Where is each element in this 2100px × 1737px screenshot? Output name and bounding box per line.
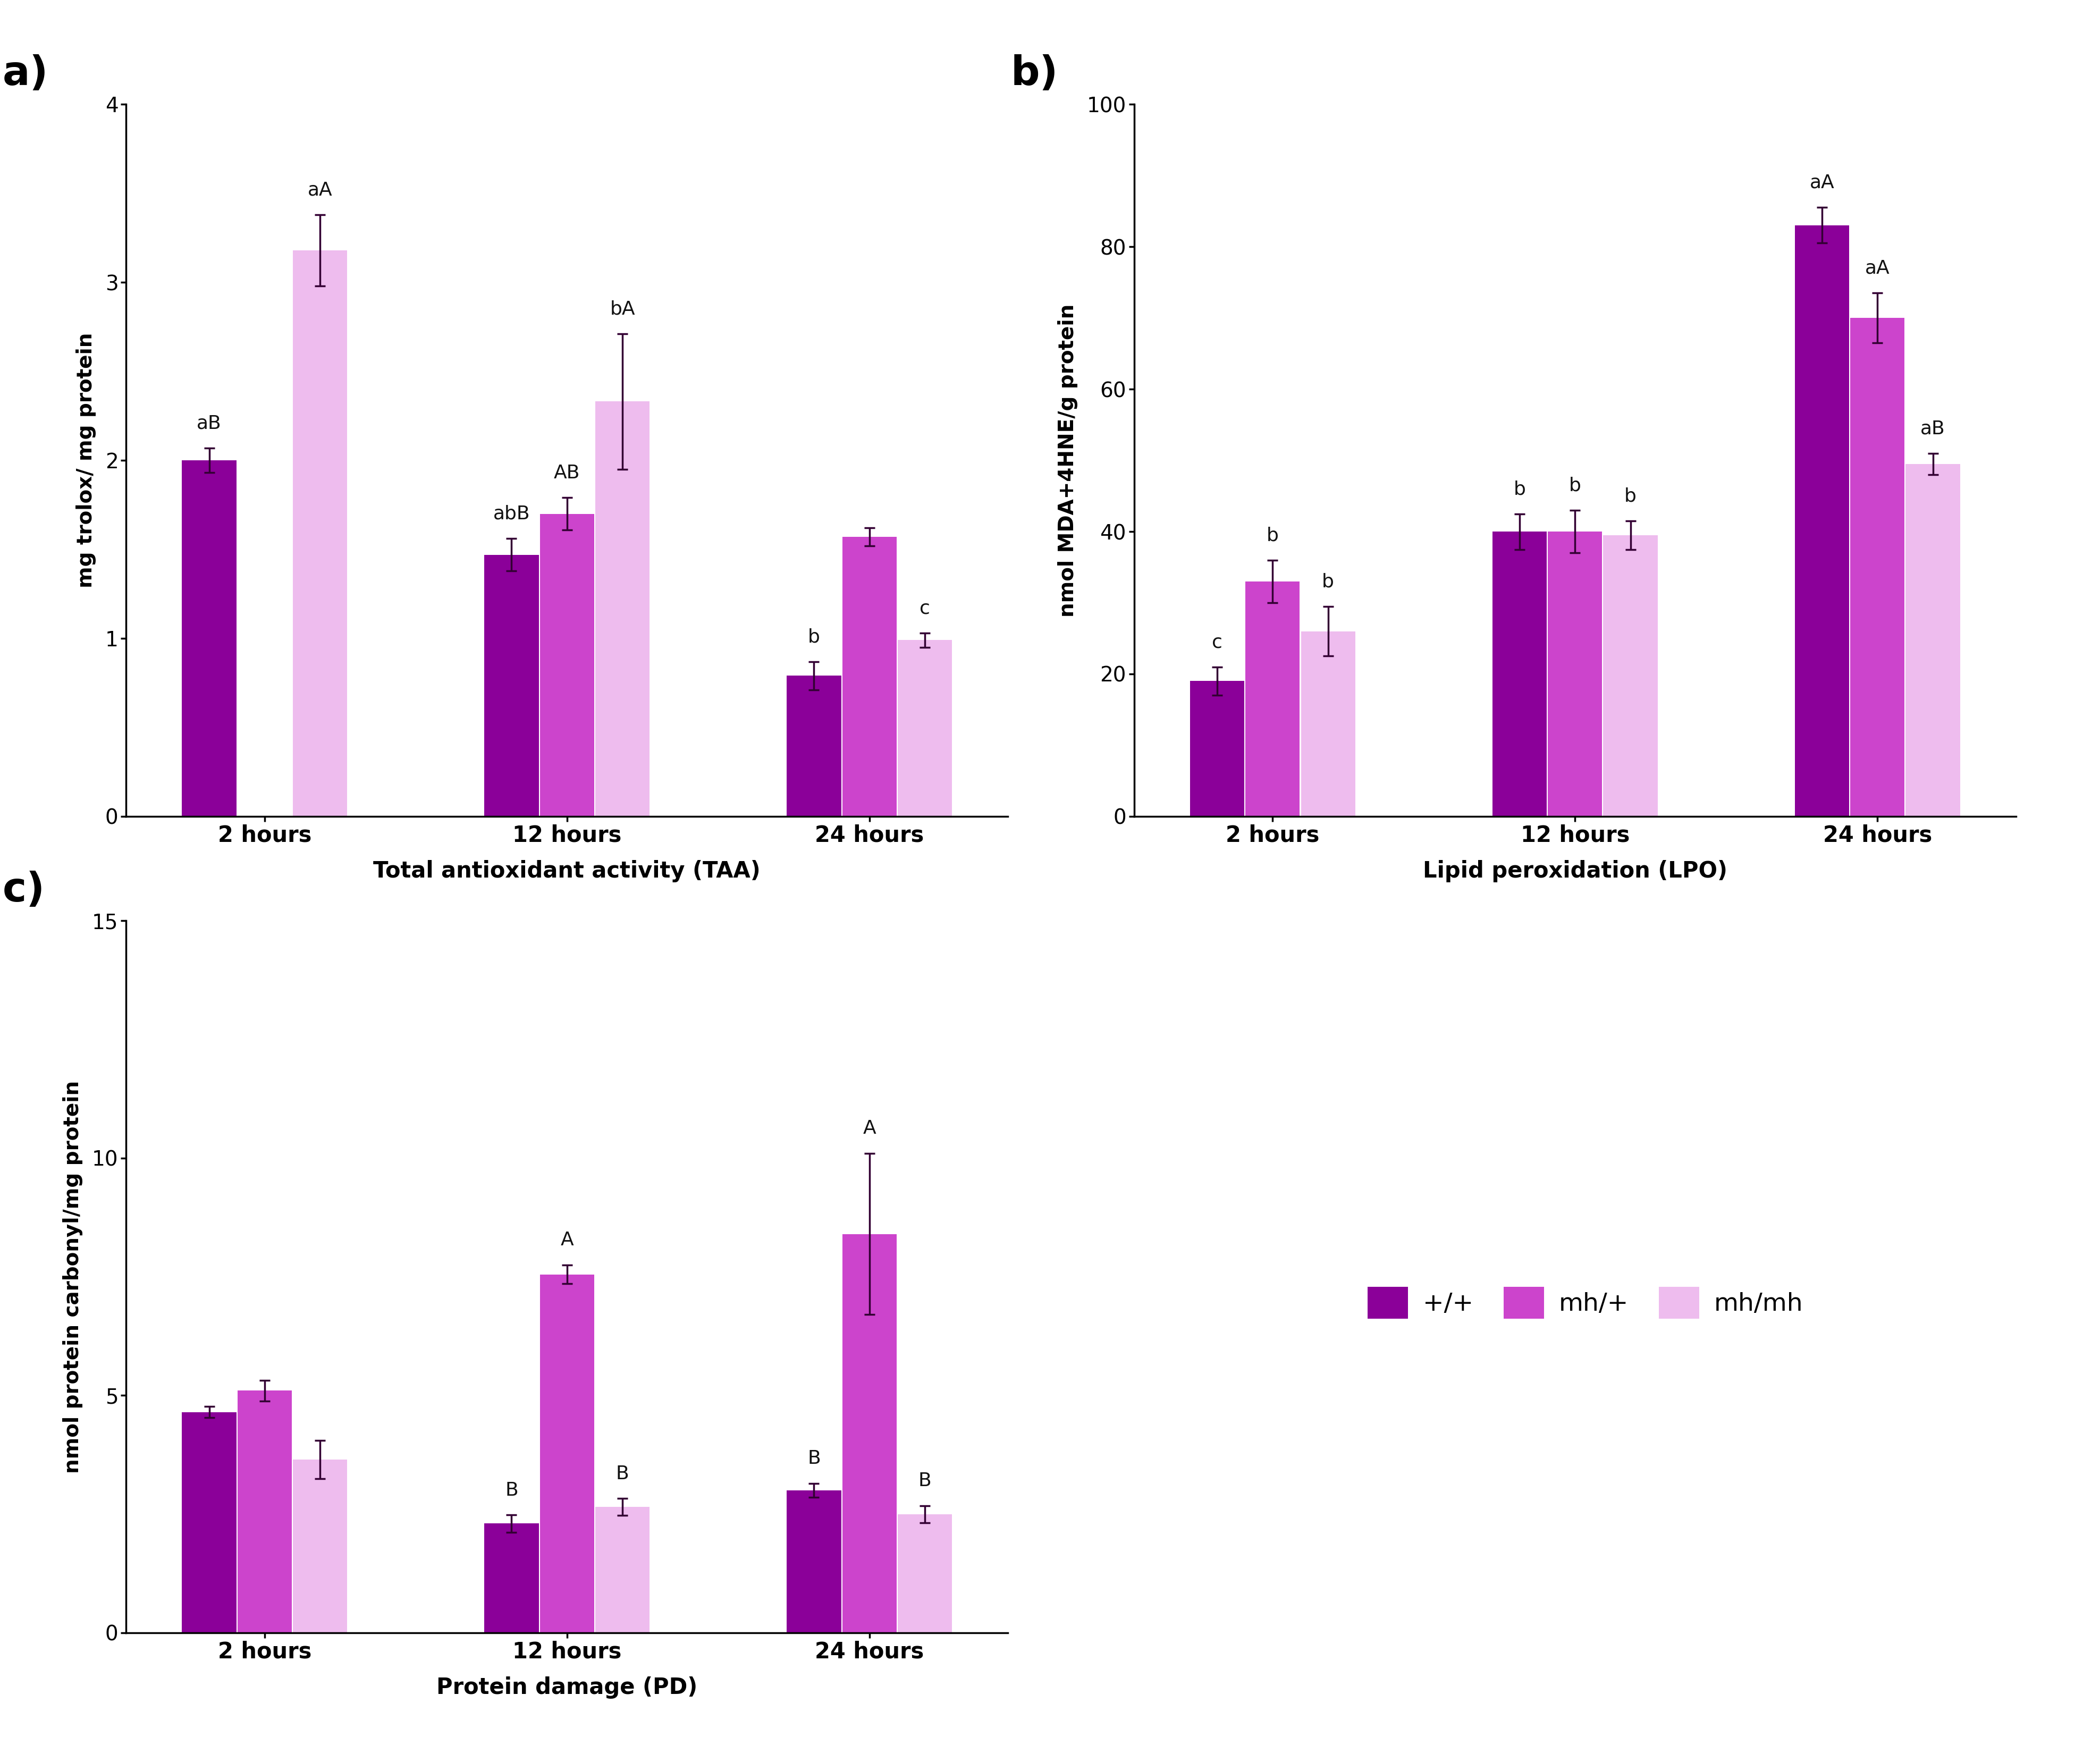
Bar	[292, 250, 346, 816]
Bar	[787, 676, 842, 816]
Text: c: c	[1212, 632, 1222, 651]
Text: a): a)	[2, 54, 48, 94]
Y-axis label: nmol protein carbonyl/mg protein: nmol protein carbonyl/mg protein	[63, 1080, 84, 1473]
Bar	[897, 1515, 951, 1633]
Text: aB: aB	[197, 413, 223, 433]
Bar	[842, 537, 897, 816]
Text: c): c)	[2, 870, 44, 910]
Y-axis label: mg trolox/ mg protein: mg trolox/ mg protein	[76, 334, 97, 587]
Bar	[485, 1523, 540, 1633]
Text: abB: abB	[493, 505, 529, 523]
Bar	[183, 1412, 237, 1633]
Text: B: B	[806, 1449, 821, 1468]
Bar	[1850, 318, 1905, 816]
Bar	[1493, 532, 1548, 816]
Bar	[540, 514, 594, 816]
Bar	[787, 1490, 842, 1633]
Text: b: b	[808, 627, 819, 646]
Legend: +/+, mh/+, mh/mh: +/+, mh/+, mh/mh	[1348, 1266, 1823, 1339]
Bar	[1795, 226, 1850, 816]
Bar	[237, 1391, 292, 1633]
Text: b: b	[1625, 486, 1636, 505]
Text: b: b	[1514, 479, 1525, 499]
Bar	[540, 1275, 594, 1633]
X-axis label: Protein damage (PD): Protein damage (PD)	[437, 1676, 697, 1699]
Bar	[292, 1459, 346, 1633]
Text: A: A	[863, 1120, 876, 1138]
Text: c: c	[920, 599, 930, 617]
Text: AB: AB	[554, 464, 580, 483]
Bar	[1548, 532, 1602, 816]
X-axis label: Total antioxidant activity (TAA): Total antioxidant activity (TAA)	[374, 860, 760, 882]
Bar	[1191, 681, 1245, 816]
Bar	[485, 554, 540, 816]
Text: b: b	[1266, 526, 1279, 544]
Bar	[594, 401, 649, 816]
Text: A: A	[561, 1232, 573, 1249]
Text: B: B	[504, 1482, 519, 1499]
Text: aA: aA	[307, 181, 332, 200]
Bar	[183, 460, 237, 816]
X-axis label: Lipid peroxidation (LPO): Lipid peroxidation (LPO)	[1422, 860, 1728, 882]
Bar	[842, 1233, 897, 1633]
Text: aA: aA	[1865, 259, 1890, 278]
Text: b: b	[1323, 573, 1334, 591]
Bar	[1245, 582, 1300, 816]
Bar	[1300, 631, 1354, 816]
Bar	[1602, 535, 1657, 816]
Bar	[1905, 464, 1959, 816]
Text: B: B	[615, 1464, 630, 1483]
Text: aA: aA	[1810, 174, 1835, 191]
Bar	[897, 641, 951, 816]
Text: b: b	[1569, 476, 1581, 495]
Text: b): b)	[1010, 54, 1058, 94]
Text: aB: aB	[1919, 419, 1945, 438]
Bar	[594, 1508, 649, 1633]
Text: B: B	[918, 1471, 932, 1490]
Text: bA: bA	[609, 301, 634, 318]
Y-axis label: nmol MDA+4HNE/g protein: nmol MDA+4HNE/g protein	[1058, 304, 1077, 617]
